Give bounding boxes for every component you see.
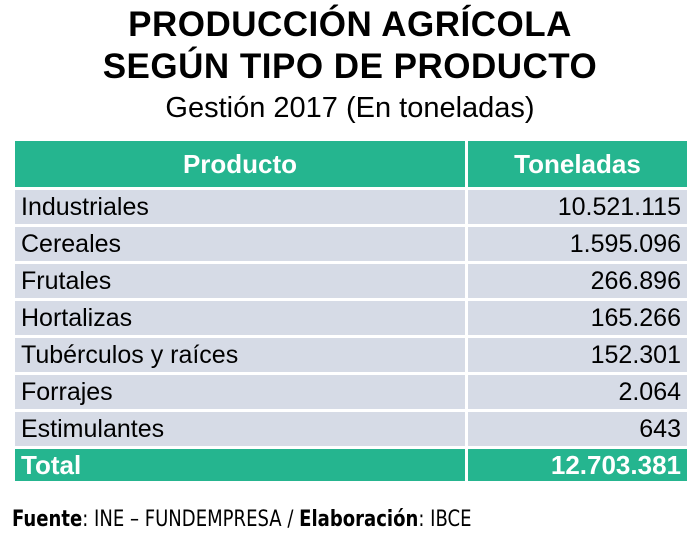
chart-title-line-1: PRODUCCIÓN AGRÍCOLA (128, 5, 572, 44)
production-table: Producto Toneladas Industriales 10.521.11… (12, 138, 690, 484)
source-note: Fuente: INE – FUNDEMPRESA / Elaboración:… (12, 507, 472, 532)
product-cell: Industriales (15, 190, 465, 224)
tons-cell: 165.266 (468, 301, 687, 335)
tons-cell: 10.521.115 (468, 190, 687, 224)
tons-cell: 643 (468, 412, 687, 446)
title-block: PRODUCCIÓN AGRÍCOLA SEGÚN TIPO DE PRODUC… (0, 4, 700, 126)
table-row: Tubérculos y raíces 152.301 (15, 338, 687, 372)
product-cell: Forrajes (15, 375, 465, 409)
product-cell: Hortalizas (15, 301, 465, 335)
tons-cell: 266.896 (468, 264, 687, 298)
tons-cell: 2.064 (468, 375, 687, 409)
product-cell: Estimulantes (15, 412, 465, 446)
total-label: Total (15, 449, 465, 481)
product-cell: Tubérculos y raíces (15, 338, 465, 372)
total-row: Total 12.703.381 (15, 449, 687, 481)
source-text: : INE – FUNDEMPRESA / (82, 507, 300, 532)
table-row: Cereales 1.595.096 (15, 227, 687, 261)
chart-title-line-2: SEGÚN TIPO DE PRODUCTO (102, 47, 598, 86)
table-row: Hortalizas 165.266 (15, 301, 687, 335)
header-row: Producto Toneladas (15, 141, 687, 187)
elaboration-text: : IBCE (418, 507, 472, 532)
source-label: Fuente (12, 507, 83, 532)
product-cell: Cereales (15, 227, 465, 261)
tons-cell: 1.595.096 (468, 227, 687, 261)
total-value: 12.703.381 (468, 449, 687, 481)
table-row: Frutales 266.896 (15, 264, 687, 298)
product-cell: Frutales (15, 264, 465, 298)
header-producto: Producto (15, 141, 465, 187)
tons-cell: 152.301 (468, 338, 687, 372)
chart-subtitle: Gestión 2017 (En toneladas) (165, 92, 535, 124)
header-toneladas: Toneladas (468, 141, 687, 187)
table-row: Forrajes 2.064 (15, 375, 687, 409)
elaboration-label: Elaboración (299, 507, 419, 532)
table-row: Industriales 10.521.115 (15, 190, 687, 224)
table-body: Industriales 10.521.115 Cereales 1.595.096 F… (15, 190, 687, 481)
table-row: Estimulantes 643 (15, 412, 687, 446)
